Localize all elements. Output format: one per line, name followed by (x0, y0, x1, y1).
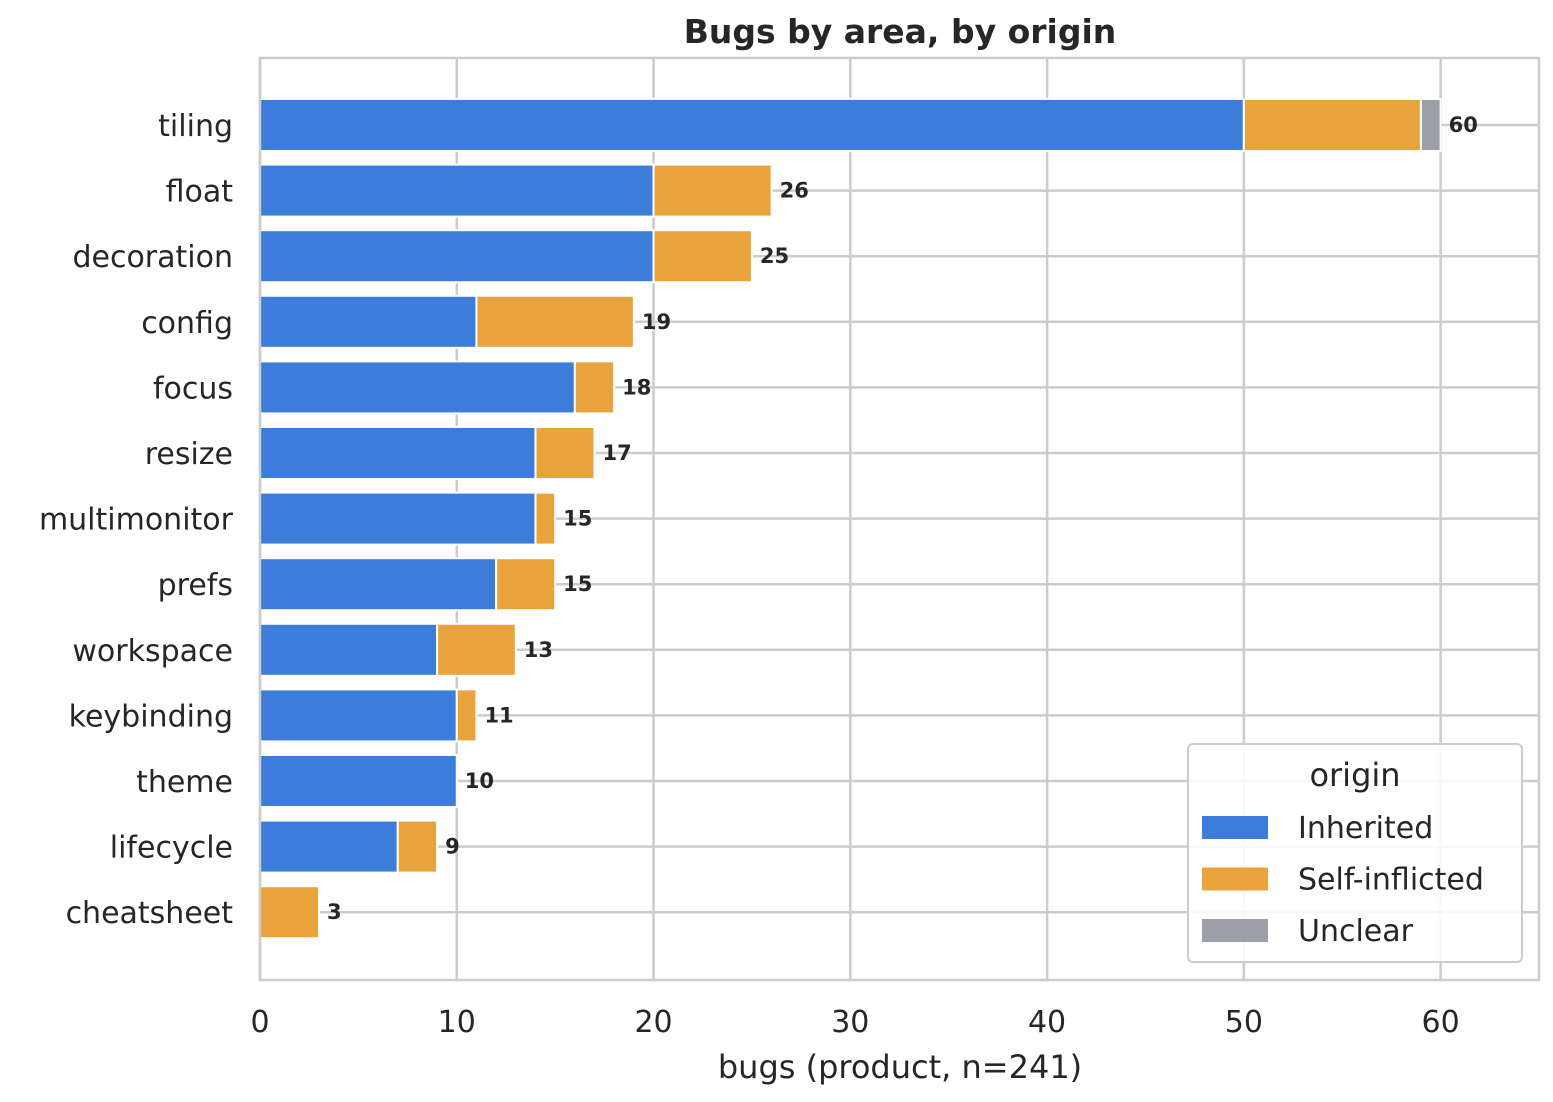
bar-total-label: 26 (780, 179, 809, 203)
legend-swatch-self-inflicted (1202, 867, 1268, 891)
bar-cheatsheet-self-inflicted (259, 885, 321, 940)
bar-float-inherited (259, 163, 655, 218)
bar-workspace-self-inflicted (436, 622, 517, 677)
bar-lifecycle-self-inflicted (396, 819, 439, 874)
y-tick-label: keybinding (69, 699, 233, 734)
bar-total-labels: 60 26 25 19 18 17 15 15 13 11 10 9 3 (327, 113, 1478, 924)
y-axis-tick-labels: tiling float decoration config focus resize mu… (39, 109, 234, 931)
x-tick-label: 30 (831, 1005, 869, 1040)
legend-box (1187, 743, 1523, 963)
bar-total-label: 60 (1449, 113, 1478, 137)
legend-swatch-unclear (1202, 919, 1268, 942)
bar-focus-inherited (259, 360, 576, 415)
bar-total-label: 25 (760, 244, 789, 268)
bar-config-self-inflicted (475, 294, 635, 349)
y-tick-label: float (166, 175, 234, 210)
y-tick-label: multimonitor (39, 503, 234, 538)
x-axis-tick-labels: 0 10 20 30 40 50 60 (250, 1005, 1459, 1040)
y-tick-label: config (141, 306, 233, 341)
plot-frame (258, 56, 1541, 982)
bar-keybinding-self-inflicted (455, 688, 478, 743)
y-tick-label: cheatsheet (66, 896, 234, 931)
bar-multimonitor-self-inflicted (534, 491, 557, 546)
bar-total-label: 10 (465, 769, 494, 793)
bar-resize-inherited (259, 426, 537, 480)
bar-float-self-inflicted (652, 163, 773, 218)
bar-lifecycle-inherited (259, 819, 399, 874)
legend-label-self-inflicted: Self-inflicted (1298, 863, 1484, 898)
x-tick-label: 50 (1225, 1005, 1263, 1040)
bar-total-label: 18 (622, 375, 651, 399)
legend: origin Inherited Self-inflicted Unclear (1187, 743, 1523, 963)
bar-prefs-self-inflicted (495, 557, 557, 612)
legend-label-inherited: Inherited (1298, 811, 1433, 846)
bar-total-label: 11 (484, 703, 513, 727)
legend-title: origin (1309, 756, 1400, 794)
bar-tiling-self-inflicted (1242, 98, 1422, 152)
y-tick-label: theme (136, 765, 233, 800)
x-tick-label: 20 (634, 1005, 672, 1040)
bar-multimonitor-inherited (259, 491, 537, 546)
x-tick-label: 60 (1422, 1005, 1460, 1040)
y-tick-label: tiling (158, 109, 233, 144)
y-tick-label: lifecycle (110, 831, 233, 866)
y-tick-label: workspace (72, 634, 233, 669)
bar-total-label: 13 (524, 638, 553, 662)
bar-tiling-inherited (259, 98, 1245, 152)
bars (259, 98, 1442, 940)
bar-decoration-self-inflicted (652, 229, 753, 284)
y-tick-label: decoration (72, 240, 233, 275)
bar-total-label: 19 (642, 310, 671, 334)
legend-label-unclear: Unclear (1298, 914, 1414, 949)
y-tick-label: prefs (158, 568, 233, 603)
bar-theme-inherited (259, 754, 458, 808)
bar-focus-self-inflicted (573, 360, 616, 415)
bar-decoration-inherited (259, 229, 655, 284)
x-tick-label: 40 (1028, 1005, 1066, 1040)
bar-total-label: 9 (445, 835, 460, 859)
bar-tiling-unclear (1419, 98, 1442, 152)
bar-total-label: 15 (563, 572, 592, 596)
chart-title: Bugs by area, by origin (684, 12, 1117, 51)
bar-total-label: 3 (327, 900, 342, 924)
y-tick-label: focus (153, 371, 233, 406)
bar-workspace-inherited (259, 622, 439, 677)
x-tick-label: 10 (438, 1005, 476, 1040)
bar-config-inherited (259, 294, 478, 349)
bar-resize-self-inflicted (534, 426, 596, 480)
x-tick-label: 0 (250, 1005, 269, 1040)
y-tick-label: resize (145, 437, 233, 472)
bar-prefs-inherited (259, 557, 498, 612)
bar-total-label: 17 (603, 441, 632, 465)
x-axis-label: bugs (product, n=241) (718, 1048, 1082, 1086)
legend-items: Inherited Self-inflicted Unclear (1202, 811, 1484, 949)
bar-total-label: 15 (563, 507, 592, 531)
bar-keybinding-inherited (259, 688, 458, 743)
legend-swatch-inherited (1202, 816, 1268, 839)
